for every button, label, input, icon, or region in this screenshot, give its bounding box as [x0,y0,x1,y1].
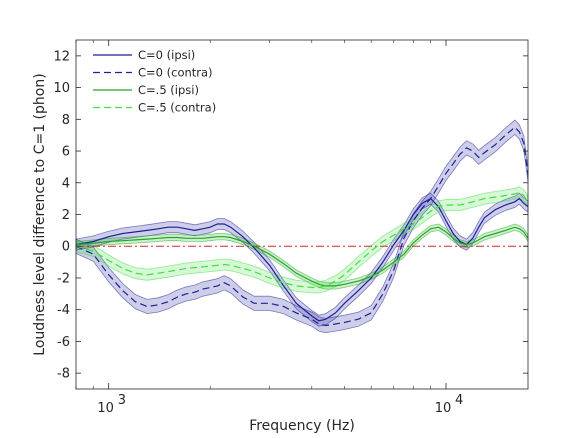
series-lines [75,126,529,327]
x-tick-label: 10 [435,401,452,416]
y-tick-label: 2 [62,208,70,223]
series-line-2 [75,126,529,327]
legend-label-2: C=0 (contra) [138,66,213,80]
y-axis-label: Loudness level difference to C=1 (phon) [32,73,48,355]
y-tick-label: 12 [53,49,70,64]
y-tick-label: -6 [57,335,70,350]
y-tick-label: 6 [62,145,70,160]
y-tick-label: 0 [62,240,70,255]
legend-label-1: C=0 (ipsi) [138,48,195,62]
series-line-4 [75,191,529,289]
legend: C=0 (ipsi) C=0 (contra) C=.5 (ipsi) C=.5 (c… [93,48,216,115]
series-line-1 [75,197,529,322]
y-tick-label: 10 [53,81,70,96]
x-axis-label: Frequency (Hz) [249,418,355,434]
y-tick-label: -8 [57,367,70,382]
confidence-bands [75,119,529,334]
x-tick-label-exponent: 4 [455,393,463,408]
x-tick-label-exponent: 3 [118,393,126,408]
series-line-3 [75,226,529,287]
x-tick-label: 10 [97,401,114,416]
legend-label-3: C=.5 (ipsi) [138,83,199,97]
y-tick-label: -4 [57,303,70,318]
y-tick-label: 4 [62,176,70,191]
y-tick-label: 8 [62,113,70,128]
legend-label-4: C=.5 (contra) [138,101,216,115]
y-tick-label: -2 [57,271,70,286]
